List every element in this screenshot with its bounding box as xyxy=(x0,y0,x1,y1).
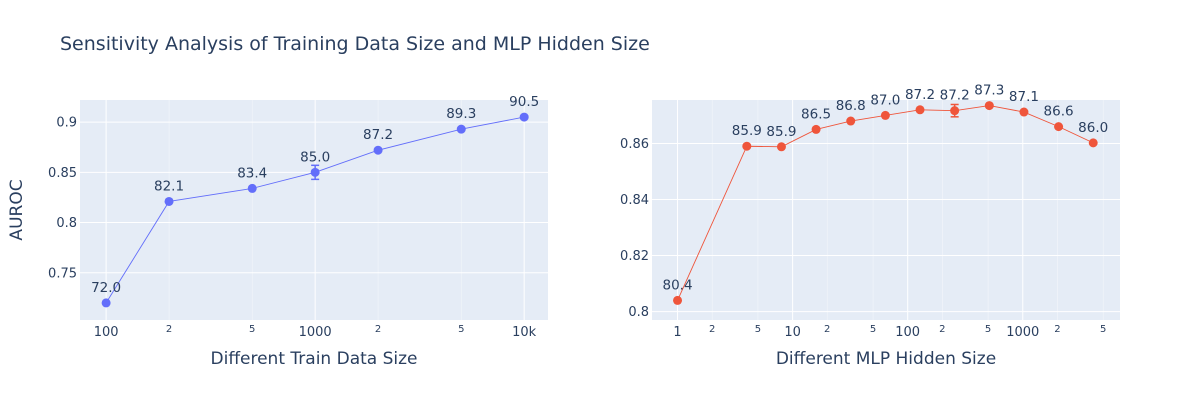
panel2-x-tick-label: 100 xyxy=(895,325,920,340)
panel2-x-tick-label: 1 xyxy=(673,325,681,340)
panel2-data-point xyxy=(673,295,683,305)
panel1-data-point xyxy=(373,145,383,155)
panel2-data-label: 85.9 xyxy=(732,123,762,139)
left-chart-panel: 0.75 0.8 0.85 0.9 100 1000 10k 2 5 2 5 Different Tr… xyxy=(48,94,548,369)
panel1-x-minor-tick-label: 5 xyxy=(249,324,255,335)
panel2-data-label: 87.0 xyxy=(870,92,900,108)
panel2-data-label: 86.6 xyxy=(1044,104,1074,120)
panel1-data-label: 82.1 xyxy=(154,178,184,194)
panel2-data-point xyxy=(742,141,752,151)
panel1-x-tick-label: 10k xyxy=(512,325,537,340)
panel2-data-point xyxy=(1088,138,1098,148)
panel1-x-axis-title: Different Train Data Size xyxy=(211,349,418,369)
panel2-x-minor-tick-label: 5 xyxy=(755,324,761,335)
right-chart-panel: 0.8 0.82 0.84 0.86 1 10 100 1000 2 5 2 5 2 5 2 5 Differe… xyxy=(620,83,1120,369)
panel1-data-label: 87.2 xyxy=(363,127,393,143)
panel2-x-minor-tick-label: 2 xyxy=(939,324,945,335)
panel2-data-label: 87.2 xyxy=(940,88,970,104)
panel2-series-line xyxy=(677,105,1094,301)
panel1-y-tick-label: 0.85 xyxy=(48,166,77,181)
panel2-x-minor-tick-label: 5 xyxy=(985,324,991,335)
panel1-data-point xyxy=(101,298,111,308)
panel1-data-point xyxy=(247,183,257,193)
panel2-data-point xyxy=(915,105,925,115)
panel2-data-label: 86.5 xyxy=(801,106,831,122)
panel2-x-tick-label: 10 xyxy=(784,325,801,340)
panel2-x-minor-tick-label: 5 xyxy=(1100,324,1106,335)
panel1-x-minor-tick-label: 2 xyxy=(166,324,172,335)
panel2-data-point xyxy=(950,106,960,116)
panel1-data-label: 85.0 xyxy=(300,149,330,165)
panel2-x-minor-tick-label: 2 xyxy=(1054,324,1060,335)
panel2-x-minor-tick-label: 2 xyxy=(824,324,830,335)
panel2-y-tick-label: 0.82 xyxy=(620,249,649,264)
panel2-x-minor-tick-label: 5 xyxy=(870,324,876,335)
panel1-x-tick-label: 100 xyxy=(94,325,119,340)
chart-title: Sensitivity Analysis of Training Data Si… xyxy=(60,33,650,55)
panel2-data-point xyxy=(846,116,856,126)
panel1-data-point xyxy=(456,124,466,134)
panel2-x-tick-label: 1000 xyxy=(1006,325,1039,340)
panel2-data-label: 87.3 xyxy=(974,83,1004,99)
y-axis-title: AUROC xyxy=(7,179,27,240)
panel1-x-tick-label: 1000 xyxy=(299,325,332,340)
panel1-y-tick-label: 0.8 xyxy=(56,216,77,231)
panel1-data-label: 72.0 xyxy=(91,280,121,296)
panel1-plot-background xyxy=(80,100,548,320)
panel2-data-point xyxy=(1054,122,1064,132)
panel2-data-label: 86.0 xyxy=(1078,120,1108,136)
panel2-x-axis-title: Different MLP Hidden Size xyxy=(776,349,996,369)
panel1-x-minor-tick-label: 5 xyxy=(458,324,464,335)
panel2-y-tick-label: 0.86 xyxy=(620,137,649,152)
panel2-plot-background xyxy=(652,100,1120,320)
panel2-data-label: 80.4 xyxy=(662,277,692,293)
panel1-data-label: 90.5 xyxy=(509,94,539,110)
panel1-x-minor-tick-label: 2 xyxy=(375,324,381,335)
panel1-data-label: 89.3 xyxy=(446,106,476,122)
panel1-data-point xyxy=(164,196,174,206)
panel2-data-label: 87.1 xyxy=(1009,89,1039,105)
panel2-y-tick-label: 0.8 xyxy=(628,305,649,320)
panel2-data-point xyxy=(776,142,786,152)
panel2-data-point xyxy=(984,101,994,111)
panel2-data-point xyxy=(880,110,890,120)
panel2-data-point xyxy=(1019,107,1029,117)
panel1-y-tick-label: 0.9 xyxy=(56,116,77,131)
panel2-data-label: 87.2 xyxy=(905,87,935,103)
panel2-data-label: 85.9 xyxy=(766,124,796,140)
panel1-data-point xyxy=(310,167,320,177)
panel1-data-point xyxy=(519,112,529,122)
panel2-data-label: 86.8 xyxy=(836,98,866,114)
panel2-y-tick-label: 0.84 xyxy=(620,193,649,208)
panel2-x-minor-tick-label: 2 xyxy=(709,324,715,335)
panel1-data-label: 83.4 xyxy=(237,165,267,181)
panel2-data-point xyxy=(811,124,821,134)
panel1-y-tick-label: 0.75 xyxy=(48,266,77,281)
